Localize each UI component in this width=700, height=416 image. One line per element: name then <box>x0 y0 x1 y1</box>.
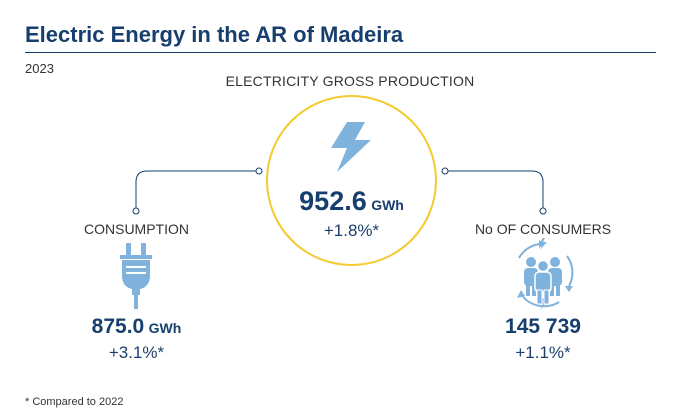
consumers-number: 145 739 <box>505 315 581 338</box>
consumption-label: CONSUMPTION <box>84 221 189 237</box>
consumption-value: 875.0 GWh <box>60 315 213 339</box>
left-connector <box>135 170 259 211</box>
plug-icon <box>120 243 152 309</box>
consumption-number: 875.0 <box>91 315 145 338</box>
right-connector-dot-bottom <box>539 207 547 215</box>
production-number: 952.6 <box>299 186 367 216</box>
lightning-icon <box>331 122 371 172</box>
production-circle <box>266 95 437 266</box>
production-unit: GWh <box>371 197 404 213</box>
right-connector <box>445 170 544 211</box>
page-title: Electric Energy in the AR of Madeira <box>25 22 404 47</box>
footnote: * Compared to 2022 <box>25 396 124 408</box>
left-connector-dot-top <box>255 167 263 175</box>
production-value: 952.6 GWh <box>266 186 437 217</box>
consumers-change: +1.1%* <box>515 343 571 362</box>
left-connector-dot-bottom <box>132 207 140 215</box>
people-icon <box>517 238 574 310</box>
consumption-unit: GWh <box>148 320 182 336</box>
consumers-value: 145 739 <box>470 315 616 339</box>
title-divider <box>25 52 656 53</box>
right-connector-dot-top <box>441 167 449 175</box>
consumers-label: No OF CONSUMERS <box>474 221 612 237</box>
consumption-change: +3.1%* <box>108 343 165 362</box>
year-label: 2023 <box>25 61 54 76</box>
production-change: +1.8%* <box>323 221 380 240</box>
production-label: ELECTRICITY GROSS PRODUCTION <box>225 73 475 89</box>
